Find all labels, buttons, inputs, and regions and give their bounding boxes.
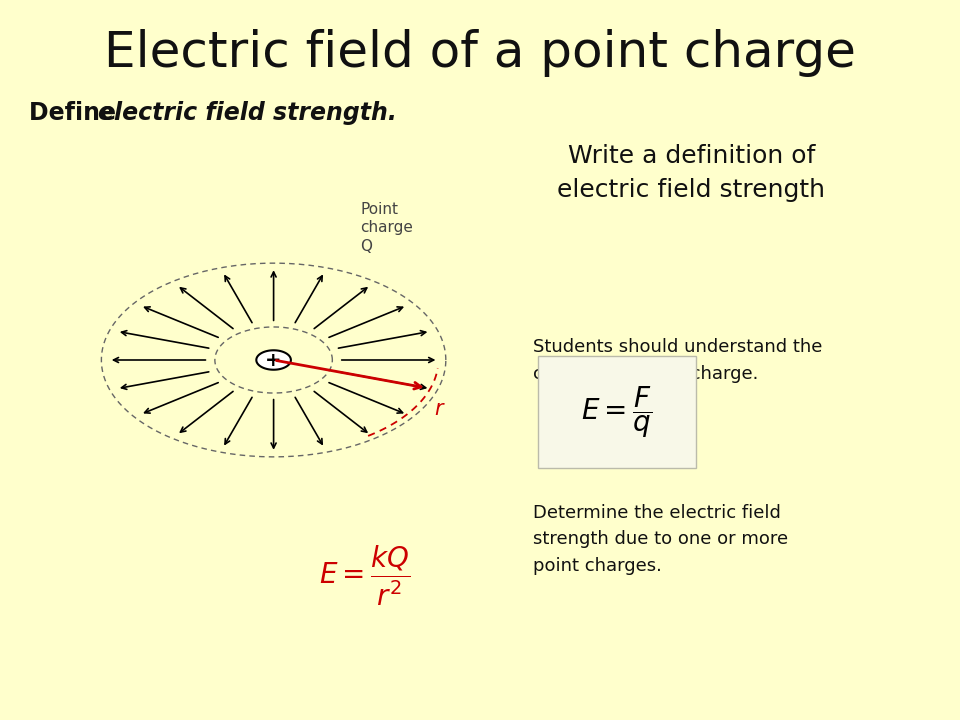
Text: Write a definition of
electric field strength: Write a definition of electric field str…: [557, 144, 826, 202]
Text: $E = \dfrac{F}{q}$: $E = \dfrac{F}{q}$: [581, 384, 653, 440]
Text: Point
charge
Q: Point charge Q: [360, 202, 413, 254]
Polygon shape: [256, 351, 291, 369]
Text: $r$: $r$: [434, 399, 446, 419]
Text: Determine the electric field
strength due to one or more
point charges.: Determine the electric field strength du…: [533, 504, 788, 575]
Text: Students should understand the
concept of a test charge.: Students should understand the concept o…: [533, 338, 822, 383]
Text: Electric field of a point charge: Electric field of a point charge: [104, 29, 856, 77]
Text: electric field strength.: electric field strength.: [98, 101, 396, 125]
Text: Define: Define: [29, 101, 124, 125]
FancyBboxPatch shape: [538, 356, 696, 468]
Text: +: +: [265, 351, 282, 369]
Text: $E=\dfrac{kQ}{r^2}$: $E=\dfrac{kQ}{r^2}$: [319, 544, 411, 608]
